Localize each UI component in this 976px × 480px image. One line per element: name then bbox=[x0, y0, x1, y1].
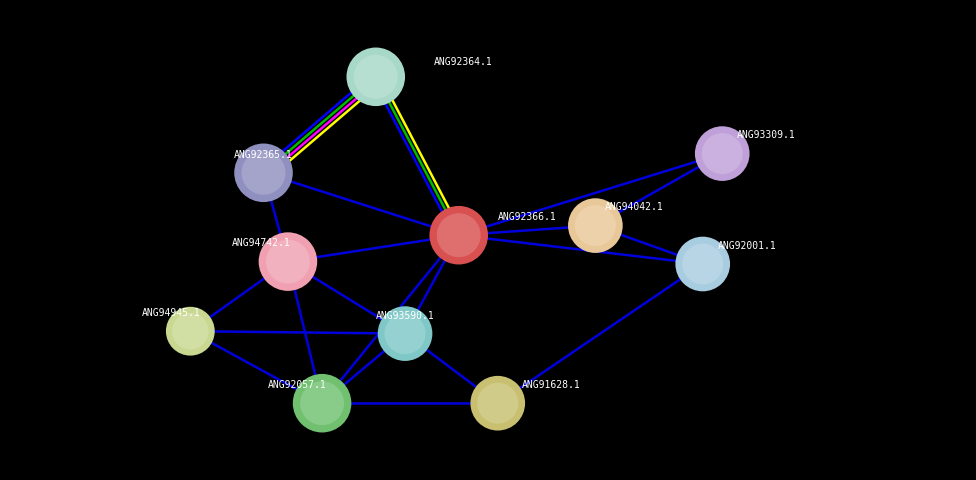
Text: ANG94945.1: ANG94945.1 bbox=[142, 308, 200, 318]
Text: ANG93309.1: ANG93309.1 bbox=[737, 131, 795, 140]
Text: ANG92365.1: ANG92365.1 bbox=[234, 150, 293, 159]
Text: ANG93590.1: ANG93590.1 bbox=[376, 311, 434, 321]
Ellipse shape bbox=[259, 232, 317, 291]
Ellipse shape bbox=[429, 206, 488, 264]
Text: ANG92057.1: ANG92057.1 bbox=[268, 380, 327, 390]
Ellipse shape bbox=[166, 307, 215, 356]
Ellipse shape bbox=[346, 48, 405, 106]
Ellipse shape bbox=[293, 374, 351, 432]
Text: ANG94042.1: ANG94042.1 bbox=[605, 203, 664, 212]
Ellipse shape bbox=[568, 198, 623, 253]
Ellipse shape bbox=[477, 383, 518, 424]
Ellipse shape bbox=[385, 313, 426, 354]
Ellipse shape bbox=[702, 133, 743, 174]
Ellipse shape bbox=[675, 237, 730, 291]
Ellipse shape bbox=[470, 376, 525, 431]
Ellipse shape bbox=[695, 126, 750, 181]
Text: ANG92001.1: ANG92001.1 bbox=[717, 241, 776, 251]
Text: ANG91628.1: ANG91628.1 bbox=[522, 380, 581, 390]
Ellipse shape bbox=[575, 205, 616, 246]
Ellipse shape bbox=[378, 306, 432, 361]
Ellipse shape bbox=[437, 213, 480, 257]
Text: ANG94742.1: ANG94742.1 bbox=[232, 239, 291, 248]
Ellipse shape bbox=[682, 243, 723, 285]
Ellipse shape bbox=[242, 151, 286, 195]
Ellipse shape bbox=[265, 240, 309, 284]
Ellipse shape bbox=[353, 55, 398, 99]
Text: ANG92364.1: ANG92364.1 bbox=[434, 58, 493, 67]
Ellipse shape bbox=[301, 381, 345, 425]
Ellipse shape bbox=[172, 313, 209, 349]
Ellipse shape bbox=[234, 144, 293, 202]
Text: ANG92366.1: ANG92366.1 bbox=[498, 212, 556, 222]
